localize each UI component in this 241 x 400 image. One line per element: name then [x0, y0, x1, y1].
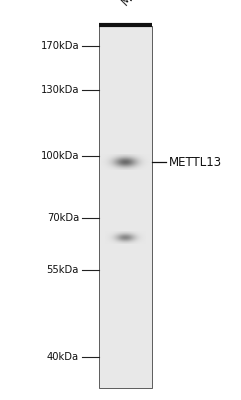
Text: 170kDa: 170kDa — [40, 41, 79, 51]
Text: 55kDa: 55kDa — [47, 265, 79, 275]
Text: 100kDa: 100kDa — [40, 151, 79, 161]
Text: METTL13: METTL13 — [169, 156, 222, 168]
Text: 70kDa: 70kDa — [47, 213, 79, 223]
Bar — [99, 26, 152, 388]
Text: 130kDa: 130kDa — [40, 85, 79, 95]
Text: 40kDa: 40kDa — [47, 352, 79, 362]
Text: MCF7: MCF7 — [119, 0, 151, 8]
